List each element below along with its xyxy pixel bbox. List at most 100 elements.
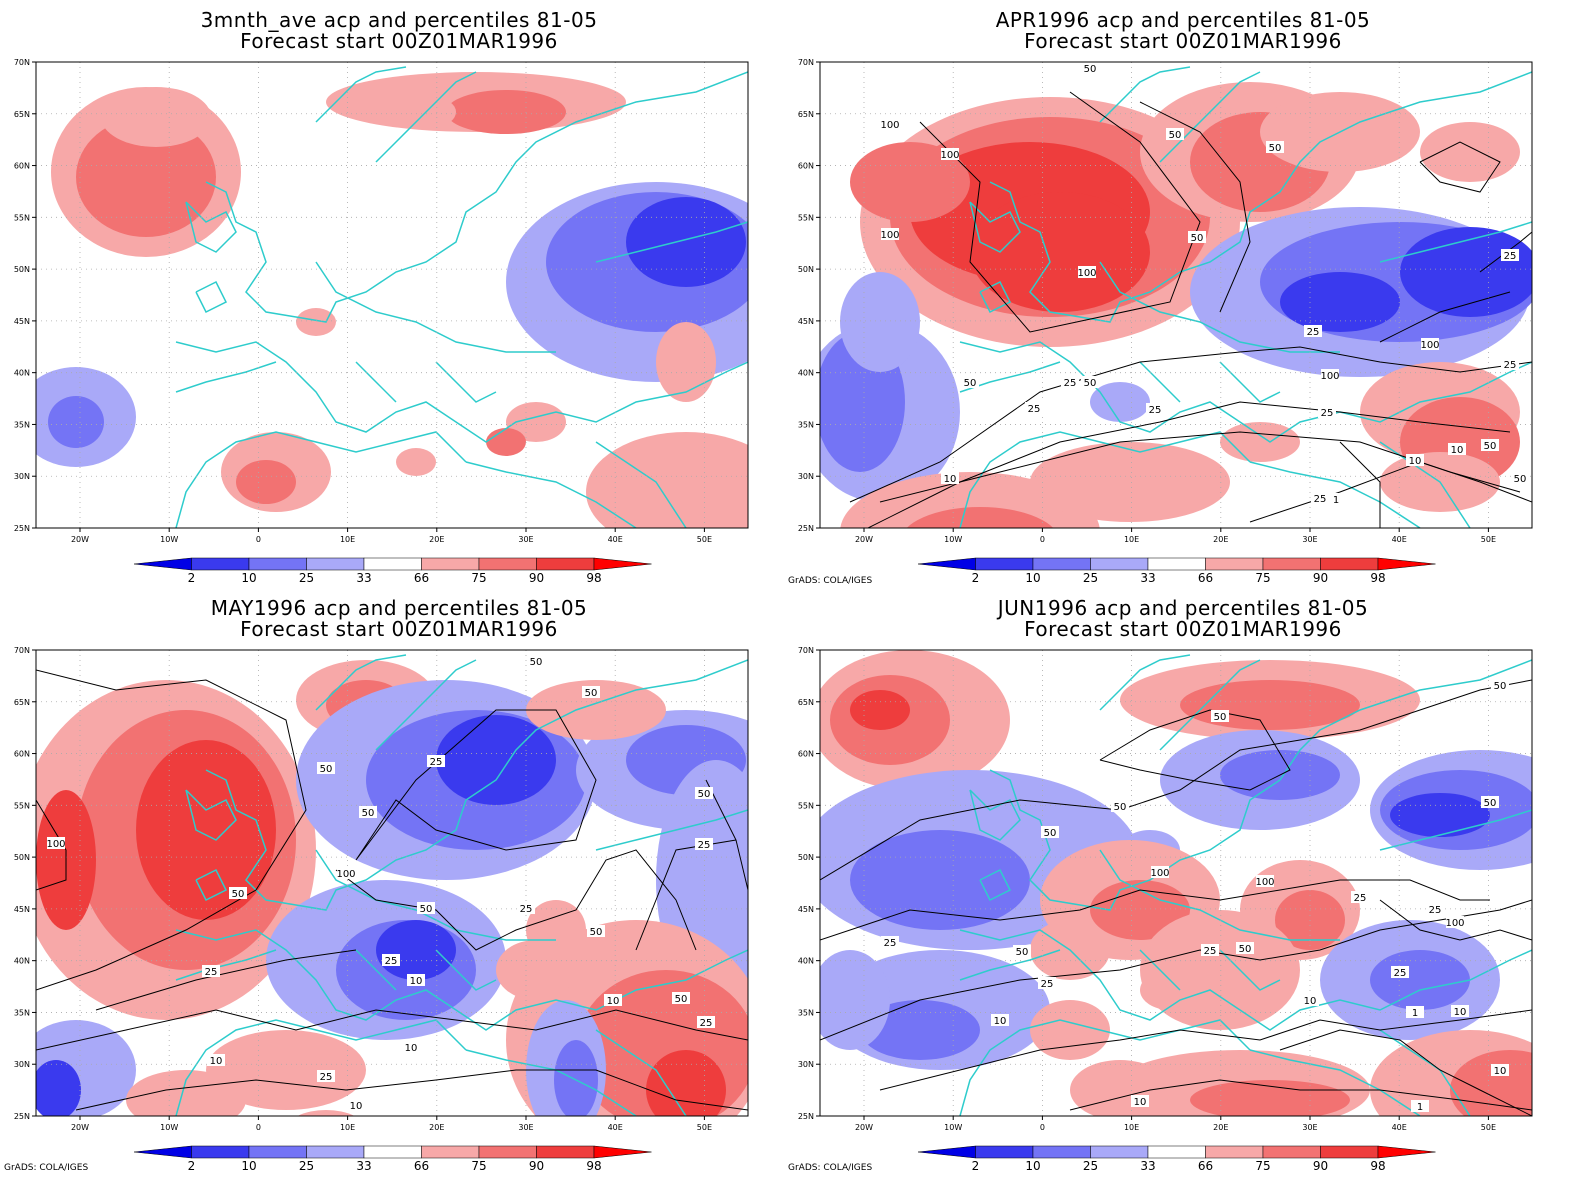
acp-contour bbox=[95, 949, 357, 1011]
colorbar-swatch bbox=[306, 557, 365, 571]
lat-label: 30N bbox=[14, 472, 30, 481]
percentile-shading bbox=[1090, 382, 1150, 422]
grads-credit: GrADS: COLA/IGES bbox=[788, 1163, 873, 1173]
colorbar-label: 2 bbox=[972, 571, 980, 585]
acp-contour bbox=[849, 346, 1532, 503]
contour-label: 10 bbox=[1454, 1007, 1467, 1018]
lat-label: 50N bbox=[798, 853, 814, 862]
percentile-shading bbox=[446, 90, 566, 134]
coastline bbox=[175, 361, 277, 393]
contour-label-bg bbox=[47, 837, 65, 849]
coastline bbox=[195, 868, 228, 902]
colorbar-swatch bbox=[536, 557, 595, 571]
lat-label: 30N bbox=[14, 1060, 30, 1069]
lon-label: 10E bbox=[340, 1123, 355, 1132]
contour-label-bg bbox=[695, 787, 713, 799]
contour-label-bg bbox=[1211, 710, 1229, 722]
percentile-shading bbox=[586, 432, 748, 528]
contour-label-bg bbox=[407, 974, 425, 986]
lon-label: 30E bbox=[1302, 1123, 1317, 1132]
contour-label: 50 bbox=[232, 889, 245, 900]
percentile-shading bbox=[496, 940, 576, 1000]
percentile-shading bbox=[297, 1110, 355, 1116]
colorbar-swatch bbox=[421, 557, 480, 571]
coastline bbox=[979, 868, 1012, 902]
contour-label: 50 bbox=[1044, 828, 1057, 839]
contour-label-bg bbox=[527, 655, 545, 667]
lat-label: 45N bbox=[14, 317, 30, 326]
contour-label-bg bbox=[1311, 492, 1329, 504]
contour-label: 25 bbox=[1307, 327, 1320, 338]
contour-label: 100 bbox=[1255, 877, 1274, 888]
contour-label-bg bbox=[1481, 439, 1499, 451]
colorbar-label: 98 bbox=[1370, 571, 1385, 585]
colorbar-label: 10 bbox=[241, 571, 256, 585]
contour-label-bg bbox=[1131, 1095, 1149, 1107]
map-plot: 70N 65N 60N 55N 50N 45N 40N 35N 30N 25N 20W 10W 0 10E… bbox=[14, 58, 749, 585]
lat-label: 45N bbox=[798, 317, 814, 326]
percentile-shading bbox=[206, 1030, 366, 1110]
percentile-shading bbox=[850, 690, 910, 730]
contour-label-bg bbox=[1151, 866, 1169, 878]
acp-contour bbox=[879, 1009, 1532, 1091]
contour-label: 50 bbox=[1169, 130, 1182, 141]
contour-label-bg bbox=[881, 228, 899, 240]
lat-label: 50N bbox=[798, 265, 814, 274]
colorbar-label: 2 bbox=[188, 1159, 196, 1173]
lon-label: 0 bbox=[256, 535, 261, 544]
coastline bbox=[1099, 654, 1191, 711]
contour-label: 50 bbox=[1016, 947, 1029, 958]
contour-label: 50 bbox=[1514, 474, 1527, 485]
coastline bbox=[1219, 949, 1281, 991]
colorbar-swatch bbox=[306, 1145, 365, 1159]
colorbar: 2 10 25 33 66 75 90 98 bbox=[133, 557, 652, 585]
colorbar-label: 75 bbox=[1255, 571, 1270, 585]
lat-label: 60N bbox=[14, 162, 30, 171]
coastline bbox=[595, 1029, 687, 1116]
coastline bbox=[595, 221, 748, 263]
contour-label: 25 bbox=[1204, 946, 1217, 957]
colorbar-label: 25 bbox=[299, 571, 314, 585]
contour-label: 100 bbox=[880, 230, 899, 241]
contour-label-bg bbox=[1038, 977, 1056, 989]
contour-label-bg bbox=[695, 838, 713, 850]
contour-label-bg bbox=[1013, 945, 1031, 957]
percentile-shading bbox=[376, 920, 456, 980]
coastline bbox=[315, 849, 556, 941]
coastline bbox=[175, 929, 748, 1031]
contour-label: 50 bbox=[1269, 143, 1282, 154]
panel-subtitle: Forecast start 00Z01MAR1996 bbox=[240, 617, 558, 641]
colorbar-label: 33 bbox=[1140, 1159, 1155, 1173]
contour-label: 25 bbox=[520, 904, 533, 915]
percentile-shading bbox=[486, 428, 526, 456]
contour-label: 50 bbox=[1239, 944, 1252, 955]
colorbar-label: 75 bbox=[1255, 1159, 1270, 1173]
contour-label: 100 bbox=[336, 869, 355, 880]
contour-label: 10 bbox=[1494, 1066, 1507, 1077]
lat-label: 65N bbox=[14, 110, 30, 119]
colorbar-label: 90 bbox=[529, 1159, 544, 1173]
percentile-shading bbox=[1450, 1050, 1532, 1116]
coastline bbox=[1139, 949, 1181, 991]
lat-label: 45N bbox=[798, 905, 814, 914]
contour-label: 50 bbox=[585, 688, 598, 699]
percentile-shading bbox=[646, 1050, 726, 1116]
acp-contour bbox=[36, 799, 67, 891]
contour-label: 50 bbox=[675, 994, 688, 1005]
colorbar-swatch bbox=[1205, 557, 1264, 571]
lat-label: 50N bbox=[14, 853, 30, 862]
colorbar-label: 75 bbox=[471, 571, 486, 585]
colorbar-swatch bbox=[1147, 557, 1206, 571]
contour-label: 25 bbox=[205, 967, 218, 978]
contour-label: 50 bbox=[1484, 441, 1497, 452]
contour-label-bg bbox=[1266, 141, 1284, 153]
coastline bbox=[1249, 1049, 1421, 1116]
lon-label: 0 bbox=[1040, 1123, 1045, 1132]
acp-contour bbox=[1339, 441, 1381, 528]
contour-label: 50 bbox=[590, 927, 603, 938]
coastline bbox=[1099, 849, 1340, 941]
lat-label: 60N bbox=[798, 162, 814, 171]
contour-label-bg bbox=[1491, 679, 1509, 691]
